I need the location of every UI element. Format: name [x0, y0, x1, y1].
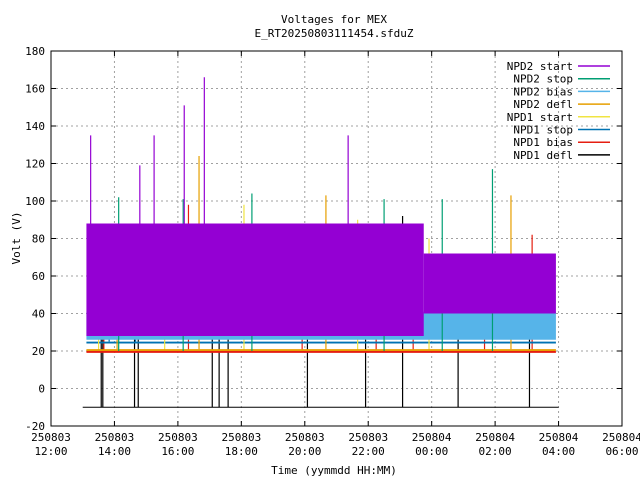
chart-subtitle: E_RT20250803111454.sfduZ: [255, 27, 414, 40]
x-tick-label-date: 250804: [475, 431, 515, 444]
legend-label: NPD2 bias: [513, 85, 573, 98]
x-tick-label-time: 04:00: [542, 445, 575, 458]
x-tick-label-time: 16:00: [161, 445, 194, 458]
legend-label: NPD2 defl: [513, 98, 573, 111]
x-tick-label-time: 18:00: [225, 445, 258, 458]
x-tick-label-time: 22:00: [352, 445, 385, 458]
y-tick-label: 0: [38, 383, 45, 396]
x-tick-label-date: 250803: [95, 431, 135, 444]
y-tick-label: 160: [25, 83, 45, 96]
x-tick-label-time: 02:00: [479, 445, 512, 458]
series-band: [86, 341, 556, 344]
x-tick-label-date: 250804: [412, 431, 452, 444]
legend-label: NPD1 defl: [513, 149, 573, 162]
y-tick-label: 120: [25, 158, 45, 171]
x-axis-label: Time (yymmdd HH:MM): [271, 464, 397, 477]
axis-ticks: -2002040608010012014016018025080312:0025…: [25, 45, 640, 458]
y-axis-label: Volt (V): [10, 212, 23, 265]
x-tick-label-time: 14:00: [98, 445, 131, 458]
x-tick-label-date: 250804: [539, 431, 579, 444]
y-tick-label: 40: [32, 308, 45, 321]
series-band: [86, 223, 424, 336]
x-tick-label-date: 250803: [31, 431, 71, 444]
y-tick-label: 60: [32, 270, 45, 283]
x-tick-label-time: 20:00: [288, 445, 321, 458]
x-tick-label-time: 12:00: [34, 445, 67, 458]
y-tick-label: 80: [32, 233, 45, 246]
y-tick-label: 140: [25, 120, 45, 133]
y-tick-label: -20: [25, 420, 45, 433]
y-tick-label: 100: [25, 195, 45, 208]
series-npd2-start: [86, 77, 556, 336]
legend-label: NPD1 stop: [513, 124, 573, 137]
x-tick-label-time: 06:00: [605, 445, 638, 458]
x-tick-label-date: 250803: [285, 431, 325, 444]
x-tick-label-date: 250804: [602, 431, 640, 444]
series-band: [423, 253, 556, 314]
legend-label: NPD2 stop: [513, 73, 573, 86]
chart-title: Voltages for MEX: [281, 13, 387, 26]
plot-area: [82, 77, 559, 408]
legend-label: NPD1 start: [507, 111, 573, 124]
x-tick-label-date: 250803: [348, 431, 388, 444]
series-band: [86, 349, 556, 351]
x-tick-label-time: 00:00: [415, 445, 448, 458]
x-tick-label-date: 250803: [221, 431, 261, 444]
y-tick-label: 180: [25, 45, 45, 58]
x-tick-label-date: 250803: [158, 431, 198, 444]
series-band: [86, 351, 556, 353]
legend-label: NPD2 start: [507, 60, 573, 73]
y-tick-label: 20: [32, 345, 45, 358]
legend-label: NPD1 bias: [513, 136, 573, 149]
